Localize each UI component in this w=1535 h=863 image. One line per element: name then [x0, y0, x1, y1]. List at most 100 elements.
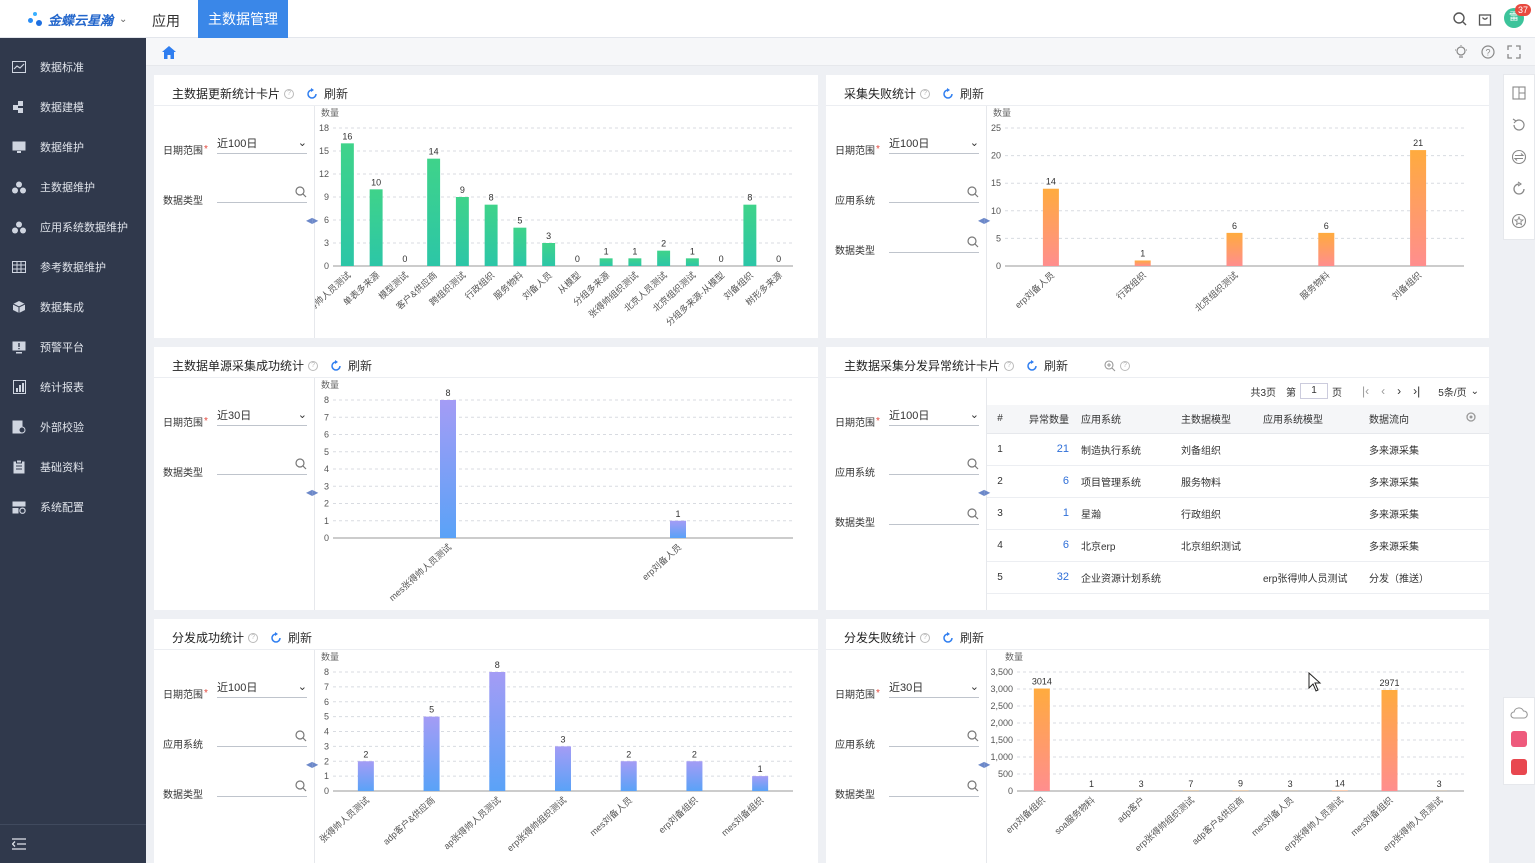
collapse-filter-toggle[interactable]: ◀▶ — [306, 216, 319, 225]
table-row[interactable]: 5 32 企业资源计划系统 erp张得帅人员测试 分发（推送） — [987, 561, 1489, 594]
date-range-select[interactable]: 近30日 ⌄ — [217, 404, 307, 426]
bar[interactable] — [1410, 150, 1427, 266]
collapse-filter-toggle[interactable]: ◀▶ — [978, 488, 991, 497]
data-type-input[interactable] — [217, 775, 307, 797]
bar[interactable] — [489, 672, 506, 791]
table-header[interactable]: 异常数量 — [1013, 405, 1075, 434]
collapse-filter-toggle[interactable]: ◀▶ — [978, 216, 991, 225]
data-type-input[interactable] — [217, 453, 307, 475]
sidebar-item[interactable]: 应用系统数据维护 — [0, 207, 146, 247]
bar[interactable] — [369, 189, 383, 266]
page-input[interactable]: 1 — [1300, 383, 1329, 399]
page-size-select[interactable]: 5条/页 — [1438, 387, 1467, 399]
help-icon[interactable]: ? — [284, 88, 295, 99]
help-icon[interactable]: ? — [1120, 360, 1131, 371]
table-header[interactable]: 数据流向 — [1363, 405, 1459, 434]
app-system-input[interactable] — [889, 725, 979, 747]
sidebar-item[interactable]: 预警平台 — [0, 327, 146, 367]
search-icon[interactable] — [967, 507, 979, 520]
bar[interactable] — [423, 716, 440, 791]
refresh-button[interactable]: 刷新 — [942, 85, 984, 102]
search-icon[interactable] — [967, 185, 979, 198]
sidebar-item[interactable]: 数据集成 — [0, 287, 146, 327]
cell-count[interactable]: 1 — [1013, 497, 1075, 530]
search-icon[interactable] — [1452, 11, 1468, 27]
transfer-icon[interactable] — [1504, 141, 1534, 173]
bar[interactable] — [513, 227, 527, 266]
nav-app[interactable]: 应用 — [152, 13, 180, 29]
search-icon[interactable] — [967, 729, 979, 742]
cloud-icon[interactable] — [1504, 700, 1534, 726]
sidebar-item[interactable]: 数据建模 — [0, 87, 146, 127]
sidebar-item[interactable]: 数据标准 — [0, 47, 146, 87]
sidebar-item[interactable]: 外部校验 — [0, 407, 146, 447]
refresh-button[interactable]: 刷新 — [306, 85, 348, 102]
bar[interactable] — [743, 204, 757, 266]
date-range-select[interactable]: 近100日 ⌄ — [217, 132, 307, 154]
data-type-input[interactable] — [889, 231, 979, 253]
table-row[interactable]: 4 6 北京erp 北京组织测试 多来源采集 — [987, 529, 1489, 562]
bar[interactable] — [752, 776, 769, 791]
help-icon[interactable]: ? — [1004, 360, 1015, 371]
bar[interactable] — [1042, 188, 1059, 266]
layout-icon[interactable] — [1504, 77, 1534, 109]
collapse-filter-toggle[interactable]: ◀▶ — [306, 488, 319, 497]
bar[interactable] — [628, 258, 642, 266]
bar[interactable] — [427, 158, 441, 266]
sidebar-item[interactable]: 数据维护 — [0, 127, 146, 167]
help-icon[interactable]: ? — [920, 88, 931, 99]
bag-icon[interactable] — [1477, 11, 1493, 27]
bar[interactable] — [685, 258, 699, 266]
app-system-input[interactable] — [889, 453, 979, 475]
bar[interactable] — [542, 243, 556, 266]
brand-logo[interactable]: 金蝶云星瀚 ⌄ — [26, 9, 127, 29]
search-icon[interactable] — [295, 729, 307, 742]
bar[interactable] — [686, 761, 703, 791]
table-header[interactable]: 主数据模型 — [1175, 405, 1257, 434]
data-type-input[interactable] — [889, 503, 979, 525]
refresh-button[interactable]: 刷新 — [330, 357, 372, 374]
search-icon[interactable] — [295, 457, 307, 470]
collapse-sidebar-button[interactable] — [0, 824, 146, 863]
bar[interactable] — [340, 143, 354, 266]
zoom-in-icon[interactable] — [1104, 359, 1116, 372]
help-icon[interactable]: ? — [1481, 45, 1495, 59]
search-icon[interactable] — [967, 235, 979, 248]
star-icon[interactable] — [1504, 205, 1534, 237]
sidebar-item[interactable]: 基础资料 — [0, 447, 146, 487]
date-range-select[interactable]: 近100日 ⌄ — [889, 132, 979, 154]
history-icon[interactable] — [1504, 109, 1534, 141]
bar[interactable] — [1318, 232, 1335, 266]
help-icon[interactable]: ? — [308, 360, 319, 371]
sidebar-item[interactable]: 主数据维护 — [0, 167, 146, 207]
bar[interactable] — [484, 204, 498, 266]
first-page-icon[interactable]: |‹ — [1362, 384, 1370, 398]
cell-count[interactable]: 32 — [1013, 561, 1075, 594]
search-icon[interactable] — [967, 457, 979, 470]
app-system-input[interactable] — [217, 725, 307, 747]
help-icon[interactable]: ? — [920, 632, 931, 643]
bar[interactable] — [1033, 688, 1050, 791]
bar[interactable] — [440, 400, 456, 538]
nav-master-data[interactable]: 主数据管理 — [198, 0, 288, 38]
collapse-filter-toggle[interactable]: ◀▶ — [978, 760, 991, 769]
next-page-icon[interactable]: › — [1397, 384, 1402, 398]
reload-icon[interactable] — [1504, 173, 1534, 205]
table-row[interactable]: 2 6 项目管理系统 服务物料 多来源采集 — [987, 465, 1489, 498]
search-icon[interactable] — [295, 779, 307, 792]
bar[interactable] — [599, 258, 613, 266]
cell-count[interactable]: 21 — [1013, 433, 1075, 466]
bulb-icon[interactable] — [1454, 45, 1468, 59]
table-row[interactable]: 1 21 制造执行系统 刘备组织 多来源采集 — [987, 433, 1489, 466]
bar[interactable] — [620, 761, 637, 791]
date-range-select[interactable]: 近30日 ⌄ — [889, 676, 979, 698]
bar[interactable] — [1226, 232, 1243, 266]
search-icon[interactable] — [295, 185, 307, 198]
cell-count[interactable]: 6 — [1013, 529, 1075, 562]
prev-page-icon[interactable]: ‹ — [1381, 384, 1386, 398]
bar[interactable] — [1381, 689, 1398, 791]
date-range-select[interactable]: 近100日 ⌄ — [889, 404, 979, 426]
refresh-button[interactable]: 刷新 — [1026, 357, 1068, 374]
sidebar-item[interactable]: 参考数据维护 — [0, 247, 146, 287]
bar[interactable] — [657, 250, 671, 266]
